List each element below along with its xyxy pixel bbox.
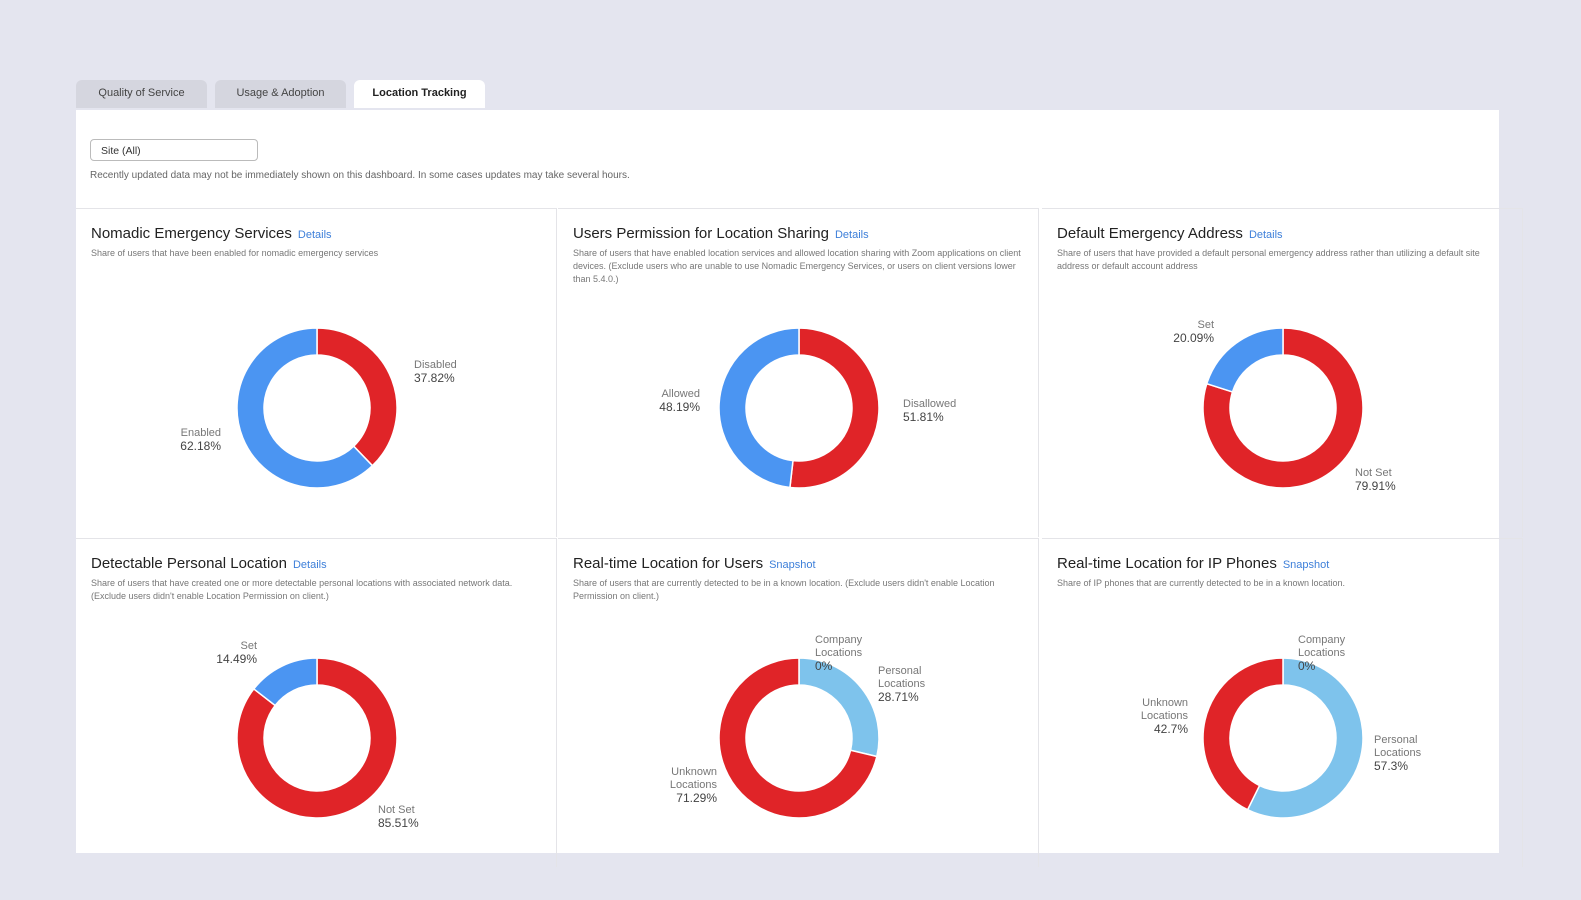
chart-card: Real-time Location for Users Snapshot Sha…: [558, 538, 1039, 867]
slice-label-value: 37.82%: [414, 371, 455, 385]
donut-slice-enabled[interactable]: [236, 327, 374, 489]
card-title-text: Default Emergency Address: [1057, 225, 1243, 242]
slice-label: Company Locations 0%: [1298, 634, 1358, 673]
slice-label: Unknown Locations 42.7%: [1098, 697, 1188, 736]
slice-label-name: Company Locations: [815, 634, 863, 659]
card-link[interactable]: Snapshot: [769, 559, 816, 571]
slice-label: Set 14.49%: [167, 640, 257, 666]
slice-label-name: Not Set: [378, 804, 415, 816]
card-description: Share of users that have enabled locatio…: [573, 248, 1021, 284]
card-link[interactable]: Details: [292, 559, 327, 571]
chart-card: Detectable Personal Location Details Shar…: [76, 538, 557, 867]
update-notice: Recently updated data may not be immedia…: [90, 170, 630, 181]
card-title-text: Detectable Personal Location: [91, 555, 287, 572]
donut-chart: [1202, 657, 1364, 819]
donut-slice-allowed[interactable]: [718, 327, 800, 489]
slice-label: Unknown Locations 71.29%: [627, 766, 717, 805]
slice-label-value: 85.51%: [378, 816, 419, 830]
donut-slice-unknown-locations[interactable]: [1202, 657, 1284, 811]
slice-label-value: 28.71%: [878, 690, 919, 704]
slice-label: Personal Locations 57.3%: [1374, 734, 1434, 773]
slice-label-name: Set: [1197, 319, 1214, 331]
dashboard-panel: Site (All) Recently updated data may not…: [76, 110, 1523, 867]
tab-bar: Quality of Service Usage & Adoption Loca…: [76, 80, 485, 108]
slice-label: Not Set 85.51%: [378, 804, 438, 830]
tab-quality-of-service[interactable]: Quality of Service: [76, 80, 207, 108]
slice-label-value: 0%: [815, 659, 833, 673]
donut-chart: [718, 657, 880, 819]
card-title: Real-time Location for Users Snapshot: [573, 555, 816, 572]
slice-label: Disabled 37.82%: [414, 359, 457, 385]
chart-card: Users Permission for Location Sharing Det…: [558, 208, 1039, 537]
card-title: Users Permission for Location Sharing Det…: [573, 225, 869, 242]
slice-label: Set 20.09%: [1124, 319, 1214, 345]
card-title: Nomadic Emergency Services Details: [91, 225, 332, 242]
slice-label: Personal Locations 28.71%: [878, 665, 938, 704]
donut-slice-not-set[interactable]: [1202, 327, 1364, 489]
slice-label-name: Enabled: [180, 427, 221, 439]
card-link[interactable]: Snapshot: [1282, 559, 1330, 571]
slice-label: Company Locations 0%: [815, 634, 875, 673]
slice-label-name: Company Locations: [1298, 634, 1346, 659]
card-title: Detectable Personal Location Details: [91, 555, 327, 572]
donut-slice-set[interactable]: [252, 657, 318, 707]
site-filter-select[interactable]: Site (All): [90, 139, 258, 161]
tab-usage-adoption[interactable]: Usage & Adoption: [215, 80, 346, 108]
card-description: Share of users that have provided a defa…: [1057, 248, 1480, 271]
tab-location-tracking[interactable]: Location Tracking: [354, 80, 485, 108]
card-title-text: Real-time Location for IP Phones: [1057, 555, 1277, 572]
card-link[interactable]: Details: [834, 229, 869, 241]
slice-label: Not Set 79.91%: [1355, 467, 1415, 493]
slice-label-name: Disallowed: [903, 398, 957, 410]
donut-chart: [1202, 327, 1364, 489]
card-description: Share of users that are currently detect…: [573, 578, 995, 601]
donut-slice-disallowed[interactable]: [789, 327, 880, 489]
card-title-text: Real-time Location for Users: [573, 555, 764, 572]
slice-label-value: 57.3%: [1374, 759, 1409, 773]
slice-label: Enabled 62.18%: [131, 427, 221, 453]
slice-label-name: Not Set: [1355, 467, 1392, 479]
slice-label-name: Set: [240, 640, 257, 652]
card-description: Share of users that have created one or …: [91, 578, 513, 601]
donut-chart: [236, 327, 398, 489]
slice-label-name: Personal Locations: [1374, 734, 1422, 759]
card-link[interactable]: Details: [297, 229, 332, 241]
slice-label: Allowed 48.19%: [610, 388, 700, 414]
card-title: Real-time Location for IP Phones Snapshot: [1057, 555, 1329, 572]
slice-label-value: 14.49%: [216, 652, 257, 666]
slice-label-name: Disabled: [414, 359, 457, 371]
donut-slice-not-set[interactable]: [236, 657, 398, 819]
slice-label: Disallowed 51.81%: [903, 398, 956, 424]
slice-label-value: 79.91%: [1355, 479, 1396, 493]
donut-slice-set[interactable]: [1205, 327, 1284, 393]
donut-slice-disabled[interactable]: [316, 327, 398, 467]
slice-label-name: Unknown Locations: [1140, 697, 1188, 722]
card-title-text: Nomadic Emergency Services: [91, 225, 292, 242]
slice-label-name: Allowed: [661, 388, 700, 400]
slice-label-value: 20.09%: [1173, 331, 1214, 345]
chart-card: Nomadic Emergency Services Details Share …: [76, 208, 557, 537]
slice-label-value: 51.81%: [903, 410, 944, 424]
donut-slice-personal-locations[interactable]: [1246, 657, 1364, 819]
card-title-text: Users Permission for Location Sharing: [573, 225, 829, 242]
slice-label-value: 0%: [1298, 659, 1316, 673]
slice-label-value: 42.7%: [1153, 722, 1188, 736]
donut-chart: [236, 657, 398, 819]
card-description: Share of IP phones that are currently de…: [1057, 578, 1346, 588]
donut-slice-unknown-locations[interactable]: [718, 657, 878, 819]
slice-label-name: Personal Locations: [878, 665, 926, 690]
chart-card: Real-time Location for IP Phones Snapshot…: [1042, 538, 1523, 867]
card-description: Share of users that have been enabled fo…: [91, 248, 379, 258]
slice-label-name: Unknown Locations: [669, 766, 717, 791]
slice-label-value: 62.18%: [180, 439, 221, 453]
slice-label-value: 48.19%: [659, 400, 700, 414]
chart-card: Default Emergency Address Details Share o…: [1042, 208, 1523, 537]
card-title: Default Emergency Address Details: [1057, 225, 1283, 242]
slice-label-value: 71.29%: [676, 791, 717, 805]
card-link[interactable]: Details: [1248, 229, 1283, 241]
donut-chart: [718, 327, 880, 489]
